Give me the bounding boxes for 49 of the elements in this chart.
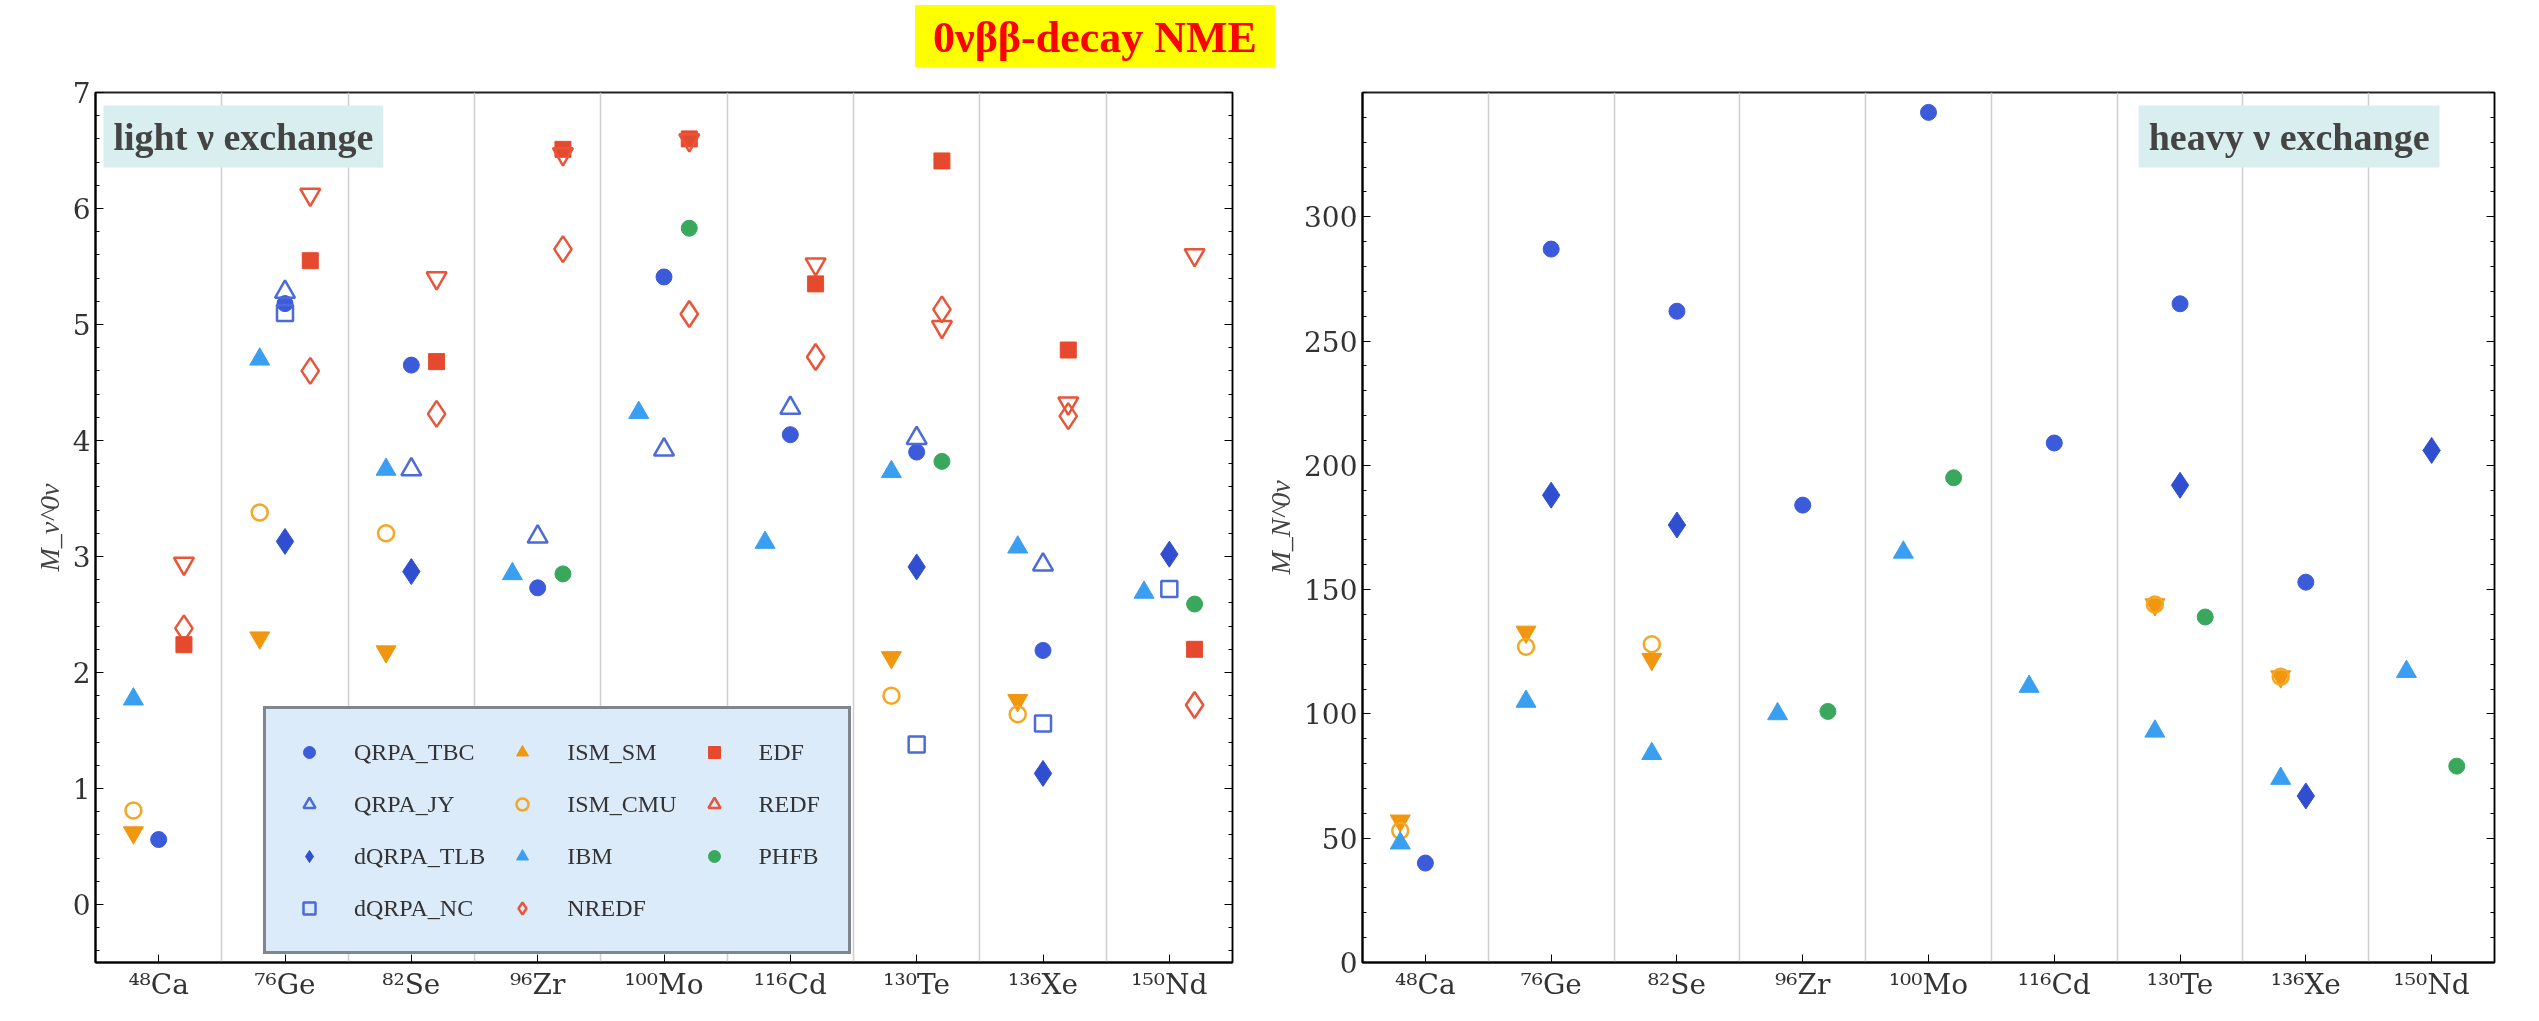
legend-label: EDF bbox=[758, 738, 804, 766]
y-tick-label: 3 bbox=[72, 541, 91, 574]
y-tick-label: 300 bbox=[1304, 201, 1358, 235]
x-tick-label: ¹¹⁶Cd bbox=[753, 967, 827, 1001]
y-tick-label: 2 bbox=[72, 657, 91, 690]
y-tick-label: 0 bbox=[1339, 947, 1358, 980]
y-tick-label: 1 bbox=[72, 773, 91, 806]
x-tick-label: ⁴⁸Ca bbox=[1395, 967, 1456, 1001]
y-axis-title: M_ν^0ν bbox=[33, 482, 65, 573]
y-tick-label: 5 bbox=[72, 309, 91, 342]
y-tick-label: 50 bbox=[1321, 822, 1358, 856]
x-tick-label: ¹⁰⁰Mo bbox=[1888, 967, 1969, 1001]
x-tick-label: ¹³⁶Xe bbox=[2270, 967, 2341, 1001]
x-tick-label: ¹⁰⁰Mo bbox=[624, 967, 704, 1001]
legend-label: NREDF bbox=[567, 894, 646, 922]
legend-label: dQRPA_TLB bbox=[354, 842, 486, 870]
x-tick-label: ⁴⁸Ca bbox=[128, 967, 189, 1001]
x-tick-label: ¹¹⁶Cd bbox=[2017, 967, 2091, 1001]
legend-label: ISM_SM bbox=[567, 738, 657, 766]
x-tick-label: ⁷⁶Ge bbox=[254, 967, 316, 1001]
y-tick-label: 6 bbox=[72, 193, 91, 226]
legend-label: IBM bbox=[567, 842, 613, 870]
legend-label: ISM_CMU bbox=[567, 790, 677, 818]
x-tick-label: ¹³⁰Te bbox=[883, 967, 951, 1001]
chart-title: 0νββ-decay NME bbox=[933, 12, 1257, 64]
y-axis-title: M_N^0ν bbox=[1265, 479, 1297, 576]
y-tick-label: 250 bbox=[1304, 325, 1358, 359]
x-tick-label: ¹⁵⁰Nd bbox=[1131, 967, 1208, 1001]
annotation: heavy ν exchange bbox=[2148, 115, 2430, 158]
y-tick-label: 150 bbox=[1304, 574, 1358, 608]
annotation: light ν exchange bbox=[113, 115, 374, 158]
x-tick-label: ⁷⁶Ge bbox=[1520, 967, 1582, 1001]
y-tick-label: 0 bbox=[72, 889, 91, 922]
y-tick-label: 4 bbox=[72, 425, 91, 458]
x-tick-label: ⁹⁶Zr bbox=[1775, 967, 1831, 1001]
x-tick-label: ⁸²Se bbox=[382, 967, 441, 1001]
y-tick-label: 7 bbox=[72, 77, 91, 110]
legend-label: REDF bbox=[758, 790, 820, 818]
x-tick-label: ⁸²Se bbox=[1647, 967, 1707, 1001]
x-tick-label: ¹⁵⁰Nd bbox=[2393, 967, 2470, 1001]
x-tick-label: ¹³⁰Te bbox=[2146, 967, 2214, 1001]
legend-label: PHFB bbox=[758, 842, 819, 870]
y-tick-label: 100 bbox=[1304, 698, 1358, 732]
legend-label: dQRPA_NC bbox=[354, 894, 474, 922]
x-tick-label: ¹³⁶Xe bbox=[1007, 967, 1079, 1001]
y-tick-label: 200 bbox=[1304, 449, 1358, 483]
legend-label: QRPA_JY bbox=[354, 790, 455, 818]
legend-label: QRPA_TBC bbox=[354, 738, 475, 766]
x-tick-label: ⁹⁶Zr bbox=[510, 967, 566, 1001]
